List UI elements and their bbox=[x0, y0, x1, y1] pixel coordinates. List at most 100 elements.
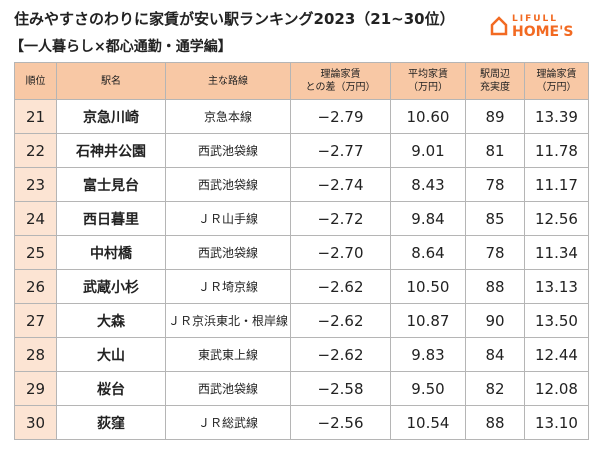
table-cell: 11.78 bbox=[524, 133, 589, 168]
table-cell: 10.60 bbox=[390, 99, 466, 134]
column-header: 理論家賃 （万円） bbox=[524, 62, 589, 100]
logo-top: LIFULL bbox=[512, 14, 559, 24]
table-cell: 西武池袋線 bbox=[165, 167, 291, 202]
table-cell: −2.74 bbox=[290, 167, 391, 202]
header-line: （万円） bbox=[408, 82, 448, 93]
column-header: 駅名 bbox=[56, 62, 166, 100]
table-cell: 24 bbox=[14, 201, 57, 236]
table-cell: 12.44 bbox=[524, 337, 589, 372]
table-cell: 大森 bbox=[56, 303, 166, 338]
table-cell: 石神井公園 bbox=[56, 133, 166, 168]
table-cell: 28 bbox=[14, 337, 57, 372]
table-cell: −2.56 bbox=[290, 405, 391, 440]
subtitle: 【一人暮らし×都心通勤・通学編】 bbox=[10, 39, 232, 55]
table-cell: 23 bbox=[14, 167, 57, 202]
table-row: 30 荻窪 ＪＲ総武線 −2.56 10.54 88 13.10 bbox=[14, 405, 589, 440]
table-cell: 中村橋 bbox=[56, 235, 166, 270]
header-line: 理論家賃 bbox=[320, 69, 361, 80]
table-cell: 13.39 bbox=[524, 99, 589, 134]
header-line: 理論家賃 bbox=[536, 69, 577, 80]
table-cell: 西武池袋線 bbox=[165, 235, 291, 270]
table-cell: 10.87 bbox=[390, 303, 466, 338]
table-cell: −2.62 bbox=[290, 337, 391, 372]
table-cell: 富士見台 bbox=[56, 167, 166, 202]
table-row: 27 大森 ＪＲ京浜東北・根岸線 −2.62 10.87 90 13.50 bbox=[14, 303, 589, 338]
column-header: 主な路線 bbox=[165, 62, 291, 100]
table-cell: −2.62 bbox=[290, 303, 391, 338]
table-row: 25 中村橋 西武池袋線 −2.70 8.64 78 11.34 bbox=[14, 235, 589, 270]
table-body: 21 京急川崎 京急本線 −2.79 10.60 89 13.39 22 石神井公園 西武池袋線 −… bbox=[14, 99, 589, 440]
table-cell: 21 bbox=[14, 99, 57, 134]
table-cell: ＪＲ山手線 bbox=[165, 201, 291, 236]
table-cell: 8.43 bbox=[390, 167, 466, 202]
table-cell: 27 bbox=[14, 303, 57, 338]
table-cell: 11.34 bbox=[524, 235, 589, 270]
table-cell: 10.54 bbox=[390, 405, 466, 440]
table-cell: −2.77 bbox=[290, 133, 391, 168]
column-header: 理論家賃との差（万円） bbox=[290, 62, 391, 100]
table-cell: 13.13 bbox=[524, 269, 589, 304]
table-cell: 9.01 bbox=[390, 133, 466, 168]
table-cell: 11.17 bbox=[524, 167, 589, 202]
table-cell: 26 bbox=[14, 269, 57, 304]
table-cell: ＪＲ総武線 bbox=[165, 405, 291, 440]
table-cell: 90 bbox=[465, 303, 525, 338]
header-line: 駅名 bbox=[101, 75, 121, 87]
table-cell: 82 bbox=[465, 371, 525, 406]
table-cell: 13.10 bbox=[524, 405, 589, 440]
table-cell: −2.70 bbox=[290, 235, 391, 270]
table-cell: 桜台 bbox=[56, 371, 166, 406]
title: 住みやすさのわりに家賃が安い駅ランキング2023（21~30位） bbox=[14, 10, 455, 28]
table-cell: 西武池袋線 bbox=[165, 371, 291, 406]
table-cell: ＪＲ京浜東北・根岸線 bbox=[165, 303, 291, 338]
table-cell: 12.56 bbox=[524, 201, 589, 236]
table-cell: 12.08 bbox=[524, 371, 589, 406]
table-cell: 8.64 bbox=[390, 235, 466, 270]
table-cell: 85 bbox=[465, 201, 525, 236]
table-cell: 25 bbox=[14, 235, 57, 270]
header-row: 順位 駅名 主な路線 理論家賃 との差（万円） 平均家賃 （万円） 駅周辺 充実度 理論家賃 （万円… bbox=[14, 62, 589, 100]
table-cell: 88 bbox=[465, 269, 525, 304]
header-line: との差（万円） bbox=[305, 82, 376, 93]
table-cell: 84 bbox=[465, 337, 525, 372]
column-header: 順位 bbox=[14, 62, 57, 100]
table-cell: −2.72 bbox=[290, 201, 391, 236]
table-cell: 9.83 bbox=[390, 337, 466, 372]
table-cell: 武蔵小杉 bbox=[56, 269, 166, 304]
ranking-table: 順位 駅名 主な路線 理論家賃 との差（万円） 平均家賃 （万円） 駅周辺 充実度 理論家賃 （万円… bbox=[14, 62, 589, 440]
table-cell: 78 bbox=[465, 235, 525, 270]
table-cell: −2.79 bbox=[290, 99, 391, 134]
header-line: 充実度 bbox=[480, 82, 510, 93]
column-header: 平均家賃 （万円） bbox=[390, 62, 466, 100]
table-cell: 78 bbox=[465, 167, 525, 202]
table-cell: 大山 bbox=[56, 337, 166, 372]
table-row: 26 武蔵小杉 ＪＲ埼京線 −2.62 10.50 88 13.13 bbox=[14, 269, 589, 304]
header-line: （万円） bbox=[536, 82, 577, 93]
table-cell: 京急川崎 bbox=[56, 99, 166, 134]
table-row: 23 富士見台 西武池袋線 −2.74 8.43 78 11.17 bbox=[14, 167, 589, 202]
table-row: 21 京急川崎 京急本線 −2.79 10.60 89 13.39 bbox=[14, 99, 589, 134]
table-cell: 西日暮里 bbox=[56, 201, 166, 236]
table-row: 29 桜台 西武池袋線 −2.58 9.50 82 12.08 bbox=[14, 371, 589, 406]
table-cell: 東武東上線 bbox=[165, 337, 291, 372]
table-cell: 10.50 bbox=[390, 269, 466, 304]
table-cell: −2.62 bbox=[290, 269, 391, 304]
table-cell: 荻窪 bbox=[56, 405, 166, 440]
table-cell: −2.58 bbox=[290, 371, 391, 406]
table-row: 22 石神井公園 西武池袋線 −2.77 9.01 81 11.78 bbox=[14, 133, 589, 168]
header-line: 主な路線 bbox=[208, 75, 248, 87]
table-cell: 22 bbox=[14, 133, 57, 168]
table-cell: 西武池袋線 bbox=[165, 133, 291, 168]
logo-bottom: HOME'S bbox=[512, 24, 574, 40]
table-cell: 88 bbox=[465, 405, 525, 440]
table-row: 24 西日暮里 ＪＲ山手線 −2.72 9.84 85 12.56 bbox=[14, 201, 589, 236]
table-cell: 89 bbox=[465, 99, 525, 134]
logo-icon bbox=[490, 16, 508, 36]
column-header: 駅周辺 充実度 bbox=[465, 62, 525, 100]
header-line: 順位 bbox=[25, 75, 46, 87]
table-cell: 13.50 bbox=[524, 303, 589, 338]
table-cell: 9.84 bbox=[390, 201, 466, 236]
table-row: 28 大山 東武東上線 −2.62 9.83 84 12.44 bbox=[14, 337, 589, 372]
table-cell: 81 bbox=[465, 133, 525, 168]
